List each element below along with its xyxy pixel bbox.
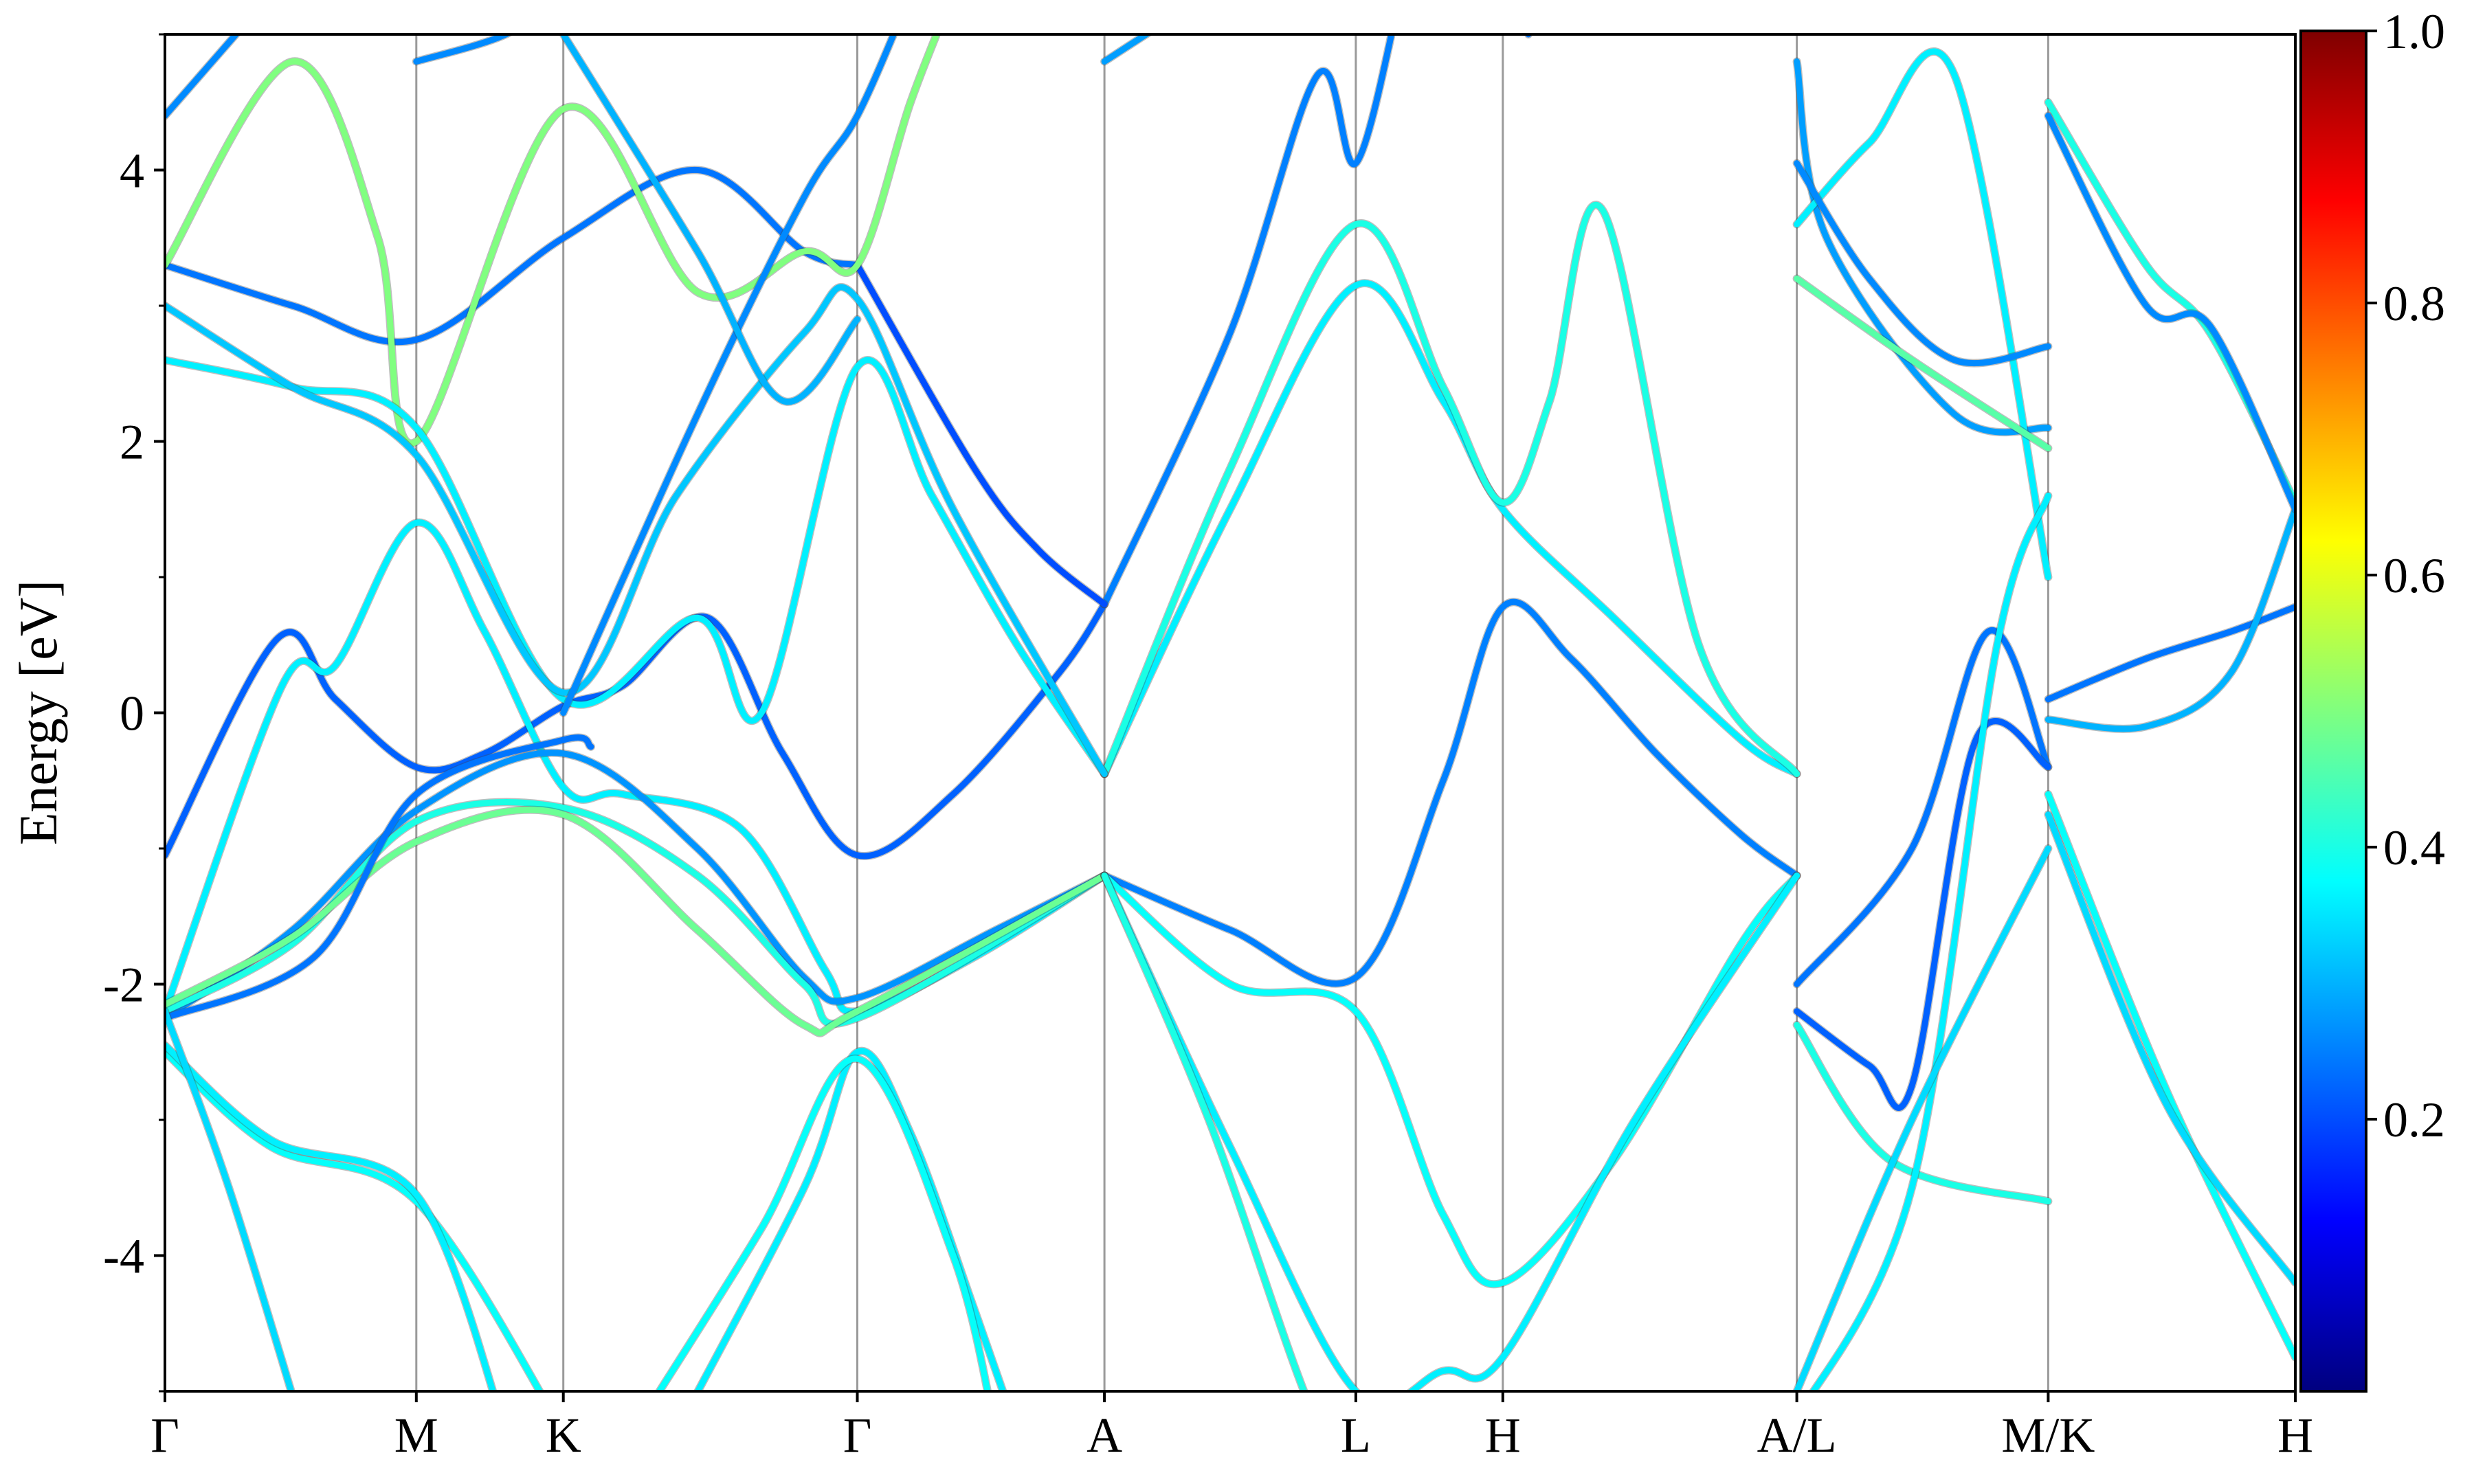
x-tick-label: M <box>394 1408 438 1463</box>
x-tick-label: Γ <box>151 1408 179 1463</box>
band-curve <box>1794 627 2051 987</box>
band-curve-outline <box>2044 111 2295 514</box>
band-curve-outline <box>1808 491 2053 1391</box>
band-curve <box>1101 873 1308 1391</box>
band-curve-outline <box>412 34 515 66</box>
y-tick-label: -4 <box>103 1229 144 1284</box>
band-curve <box>1794 845 2051 1391</box>
y-tick-label: 2 <box>120 415 144 470</box>
band-curve-outline <box>1792 47 2053 581</box>
colorbar-tick-label: 1.0 <box>2383 4 2445 59</box>
band-curve <box>2044 113 2295 513</box>
band-curve <box>1101 873 1801 1391</box>
band-curve <box>165 1048 544 1391</box>
band-curve <box>1524 34 1532 38</box>
band-curve <box>560 34 860 405</box>
colorbar-tick-label: 0.2 <box>2383 1092 2445 1147</box>
band-curve <box>165 284 1108 777</box>
band-curve <box>2044 811 2295 1286</box>
band-curve <box>694 1048 1007 1391</box>
band-curve-outline <box>1792 626 2053 989</box>
x-tick-label: A/L <box>1757 1408 1837 1463</box>
band-curve <box>1101 873 1801 1288</box>
y-axis-label: Energy [eV] <box>8 580 68 845</box>
colorbar-tick-label: 0.4 <box>2383 820 2445 875</box>
x-tick-label: H <box>1485 1408 1521 1463</box>
band-curve-outline <box>1792 57 2053 437</box>
x-tick-label: K <box>546 1408 581 1463</box>
band-curve-outline <box>559 34 862 406</box>
band-curve <box>165 34 241 119</box>
band-curve <box>1794 718 2051 1111</box>
band-curve <box>165 34 940 447</box>
band-curve <box>1101 34 1395 607</box>
band-curve <box>656 1055 991 1391</box>
band-curves <box>165 34 2295 1391</box>
colorbar-tick-label: 0.6 <box>2383 548 2445 603</box>
band-curve-outline <box>693 1046 1007 1391</box>
y-tick-label: 0 <box>120 686 144 741</box>
band-curve <box>2044 791 2295 1361</box>
band-curve-outline <box>1100 201 1801 778</box>
band-curve <box>2044 506 2295 732</box>
band-curve <box>1794 160 2051 366</box>
band-curve <box>165 601 1108 859</box>
colorbar-axis: 0.2 0.4 0.6 0.8 1.0 <box>2366 4 2445 1147</box>
band-curve <box>2044 99 2295 506</box>
band-curve <box>1101 34 1152 65</box>
band-curve <box>165 807 1108 1037</box>
band-curve <box>854 262 1108 607</box>
y-axis: 4 2 0 -2 -4 <box>103 33 165 1393</box>
band-curve <box>560 34 898 716</box>
band-curve <box>165 1042 496 1391</box>
band-curve <box>1809 493 2051 1391</box>
colorbar <box>2299 30 2367 1393</box>
band-curve <box>1101 280 1801 777</box>
band-curve-outline <box>1100 871 1801 1391</box>
band-curve <box>1101 598 1801 987</box>
band-curve <box>1101 201 1801 777</box>
x-tick-label: L <box>1341 1408 1371 1463</box>
x-axis: Γ M K Γ A L H A/L M/K H <box>151 1391 2313 1463</box>
x-tick-label: M/K <box>2001 1408 2095 1463</box>
y-tick-label: -2 <box>103 958 144 1013</box>
band-curve <box>1794 58 2051 436</box>
band-curve <box>2044 603 2295 703</box>
band-curve <box>165 1008 295 1391</box>
band-curve-outline <box>1523 34 1533 38</box>
band-curve <box>165 750 1108 1022</box>
band-curve <box>165 734 594 1022</box>
x-tick-label: H <box>2277 1408 2313 1463</box>
colorbar-tick-label: 0.8 <box>2383 276 2445 331</box>
x-tick-label: Γ <box>843 1408 872 1463</box>
band-curve <box>1794 276 2051 451</box>
band-curve <box>1794 48 2051 581</box>
band-curve-outline <box>2044 790 2295 1362</box>
y-tick-label: 4 <box>120 144 144 199</box>
band-curve-outline <box>165 356 1109 778</box>
x-tick-label: A <box>1086 1408 1122 1463</box>
band-curve <box>165 357 1108 777</box>
